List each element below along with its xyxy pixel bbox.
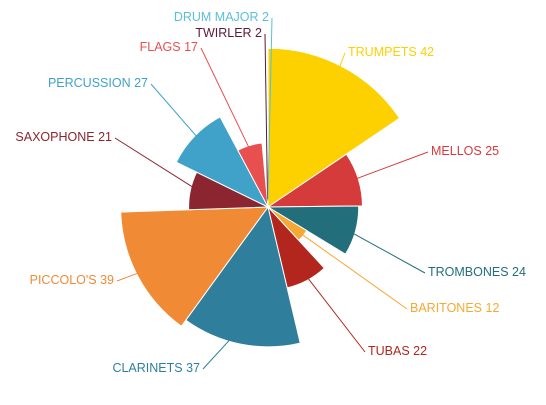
leader-line [297,231,408,310]
slice-name: TUBAS [368,344,410,358]
slice-value: 37 [186,361,200,375]
slice-value: 2 [262,10,269,24]
leader-line [267,17,273,201]
slice-label: PICCOLO'S 39 [30,273,114,287]
leader-line [264,33,269,201]
slice-name: BARITONES [410,301,482,315]
slice-name: TRUMPETS [348,45,417,59]
slice-name: SAXOPHONE [15,130,94,144]
leader-line [344,151,429,184]
slice-name: FLAGS [140,40,181,54]
leader-line [342,226,426,274]
slice-value: 12 [486,301,500,315]
slice-name: DRUM MAJOR [174,10,259,24]
slice-value: 24 [512,265,526,279]
slice-value: 22 [413,344,427,358]
leader-line [200,47,253,155]
leader-line [300,269,366,353]
slice-value: 42 [420,45,434,59]
leader-line [116,265,158,282]
slice-label: PERCUSSION 27 [48,76,148,90]
slice-label: FLAGS 17 [140,40,198,54]
leader-line [202,323,246,370]
slice-label: CLARINETS 37 [112,361,200,375]
slice-label: TROMBONES 24 [428,265,526,279]
slice-label: MELLOS 25 [431,144,499,158]
leader-line [114,137,203,194]
slice-label: SAXOPHONE 21 [15,130,112,144]
slice-value: 17 [184,40,198,54]
slice-value: 21 [98,130,112,144]
slice [267,47,401,208]
slice-name: CLARINETS [112,361,182,375]
slice-label: TUBAS 22 [368,344,427,358]
slice-label: BARITONES 12 [410,301,499,315]
slice-name: PERCUSSION [48,76,131,90]
slice-value: 25 [485,144,499,158]
leader-line [330,52,346,89]
leader-line [150,83,206,148]
slice-value: 39 [100,273,114,287]
slice-value: 27 [134,76,148,90]
slice-name: TWIRLER [195,26,251,40]
slice-label: DRUM MAJOR 2 [174,10,269,24]
slice [237,142,269,208]
slice-label: TRUMPETS 42 [348,45,434,59]
slice [266,153,363,208]
slice-name: PICCOLO'S [30,273,97,287]
slice-value: 2 [255,26,262,40]
slice [185,205,301,348]
slice [266,205,360,255]
slice-name: MELLOS [431,144,482,158]
slice [120,206,270,327]
slice-name: TROMBONES [428,265,509,279]
slice-label: TWIRLER 2 [195,26,262,40]
